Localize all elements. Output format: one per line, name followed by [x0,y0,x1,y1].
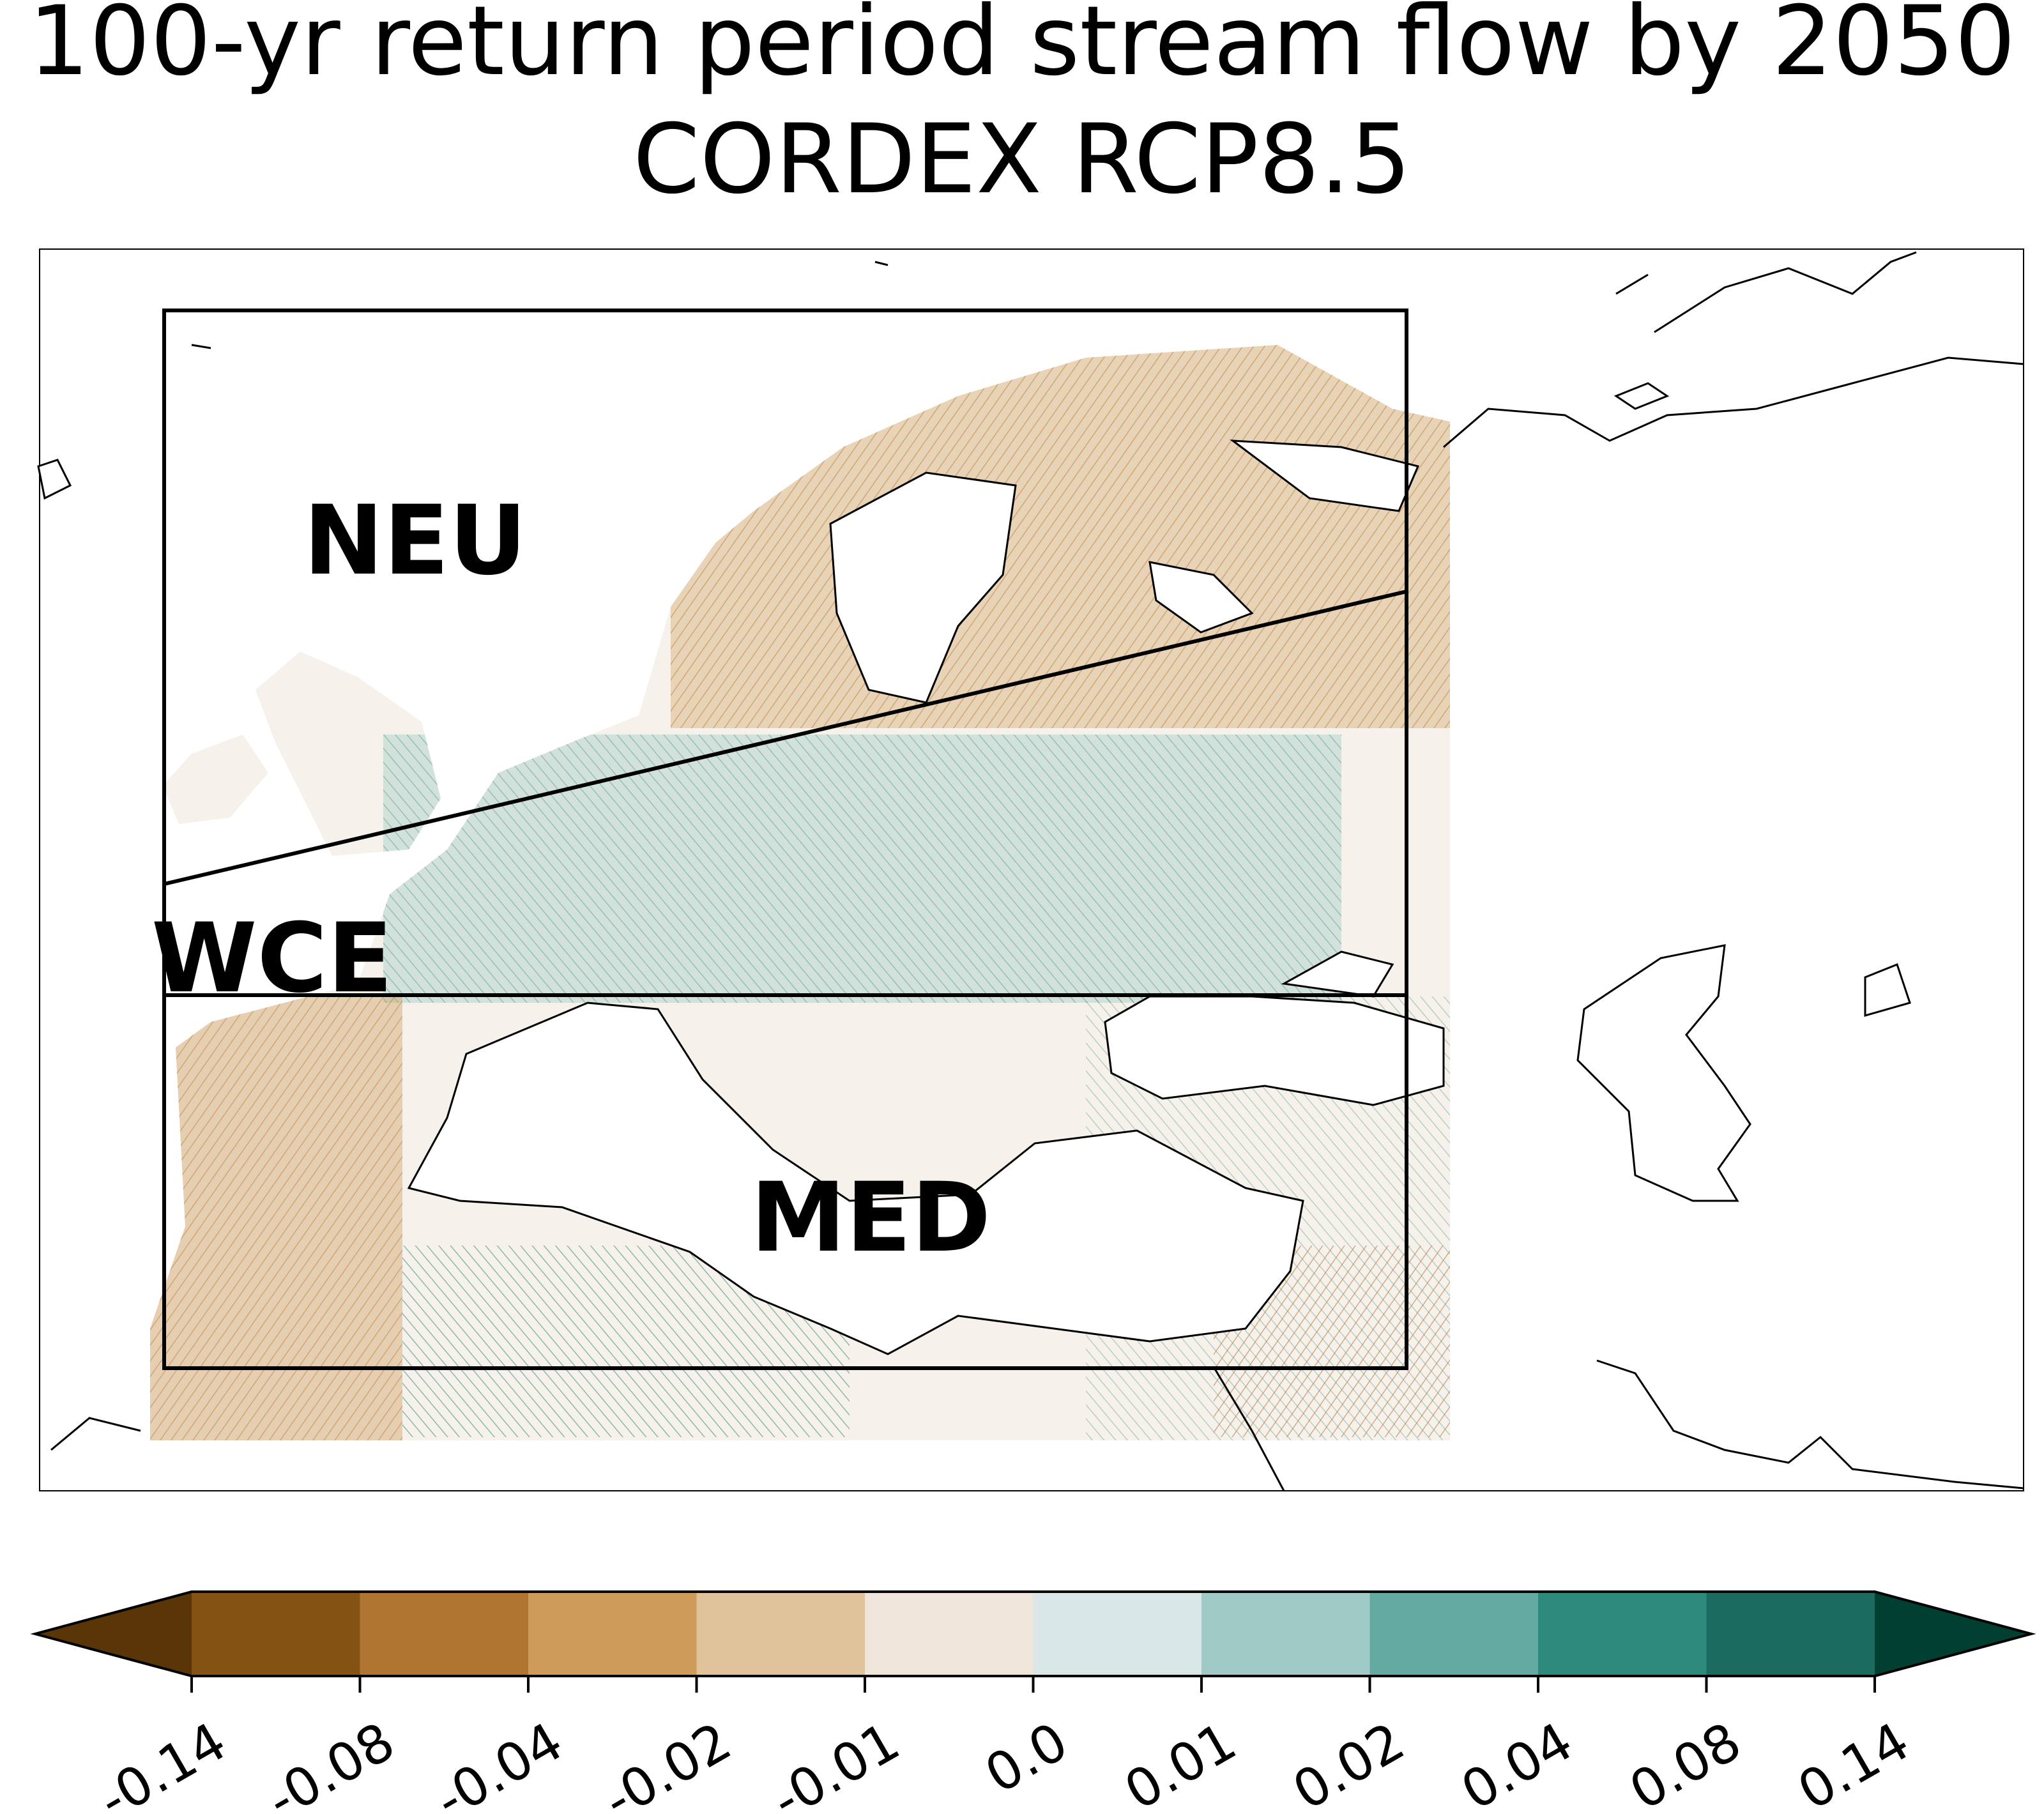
colorbar-segment [865,1592,1033,1676]
colorbar: -0.14 -0.08 -0.04 -0.02 -0.01 0.0 0.01 0.02 0.04… [30,1590,2036,1814]
colorbar-tick-label: 0.02 [1283,1711,1415,1814]
colorbar-extend-high [1875,1592,2031,1676]
region-label-med: MED [751,1162,991,1274]
colorbar-tick-label: -0.14 [89,1711,236,1814]
colorbar-tick-label: 0.14 [1788,1711,1919,1814]
region-domain-box [162,309,1408,1370]
colorbar-tick-label: -0.08 [257,1711,404,1814]
colorbar-tick-label: -0.01 [762,1711,910,1814]
region-label-neu: NEU [303,485,527,597]
colorbar-segment [1369,1592,1539,1676]
colorbar-tick-label: -0.04 [425,1711,573,1814]
region-label-wce: WCE [151,903,393,1014]
colorbar-segment [192,1592,360,1676]
colorbar-segment [1033,1592,1202,1676]
colorbar-tick-label: 0.04 [1451,1711,1583,1814]
colorbar-tick-label: 0.01 [1115,1711,1246,1814]
colorbar-tick-label: 0.0 [975,1711,1078,1805]
colorbar-segment [528,1592,697,1676]
chart-subtitle: CORDEX RCP8.5 [632,104,1412,215]
colorbar-segment [1538,1592,1707,1676]
colorbar-segment [696,1592,866,1676]
colorbar-tick-label: -0.02 [593,1711,741,1814]
chart-title: 100-yr return period stream flow by 2050 [28,0,2016,97]
colorbar-extend-low [35,1592,192,1676]
colorbar-segment [360,1592,529,1676]
coastlines [37,251,2024,1491]
neu-wce-boundary [164,590,1407,886]
region-boundaries [162,309,1408,1370]
colorbar-segment [1201,1592,1370,1676]
colorbar-segment [1706,1592,1875,1676]
colorbar-tick-label: 0.08 [1620,1711,1751,1814]
